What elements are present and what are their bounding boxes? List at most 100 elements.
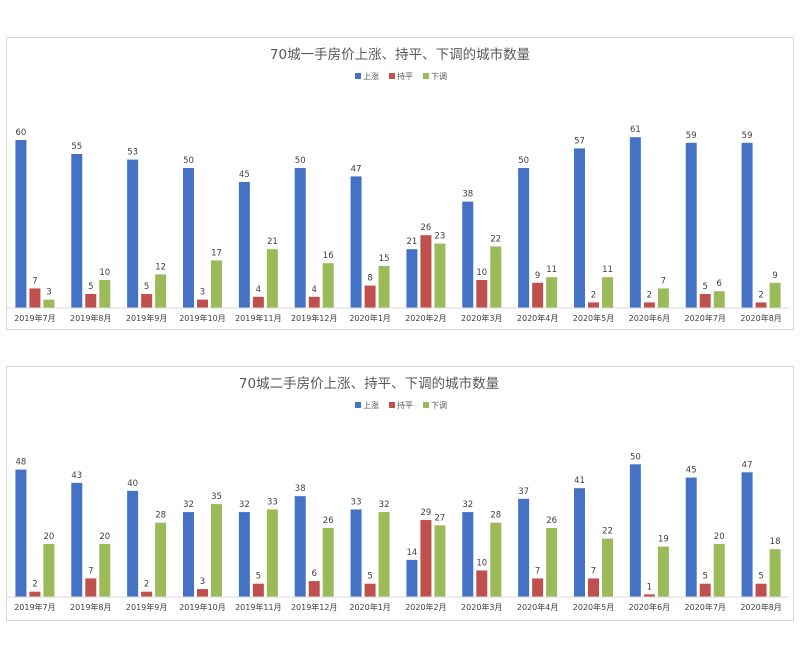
data-label: 29: [421, 508, 432, 518]
bar: [629, 464, 641, 597]
legend-item-1: 持平: [389, 400, 413, 410]
data-label: 32: [462, 500, 473, 510]
bar: [183, 168, 194, 308]
legend-label: 上涨: [363, 71, 379, 81]
data-label: 2: [758, 290, 763, 300]
data-label: 3: [200, 288, 205, 298]
bar: [127, 490, 139, 597]
legend-label: 持平: [397, 71, 413, 81]
data-label: 28: [490, 511, 501, 521]
x-tick-label: 2020年1月: [349, 313, 390, 323]
data-label: 11: [546, 265, 557, 275]
data-label: 16: [323, 251, 334, 261]
x-tick-label: 2019年8月: [70, 313, 111, 323]
x-tick-label: 2019年11月: [235, 313, 282, 323]
data-label: 22: [602, 527, 613, 537]
chart-title: 70城二手房价上涨、持平、下调的城市数量: [239, 375, 499, 392]
bar: [518, 168, 530, 308]
bar: [322, 263, 334, 308]
data-label: 11: [602, 265, 613, 275]
data-label: 22: [490, 234, 501, 244]
data-label: 17: [211, 248, 222, 258]
bar: [43, 543, 55, 597]
data-label: 37: [518, 487, 529, 497]
data-label: 50: [630, 452, 641, 462]
bar: [29, 591, 41, 597]
data-label: 38: [462, 190, 473, 200]
x-tick-label: 2019年7月: [14, 313, 55, 323]
bar: [29, 288, 41, 308]
data-label: 26: [421, 223, 432, 233]
bar: [546, 528, 558, 597]
chart-panel-bottom: 70城二手房价上涨、持平、下调的城市数量 上涨 持平 下调 48 2 20 2019年7月 43…: [6, 366, 794, 621]
x-tick-label: 2020年1月: [349, 602, 390, 612]
bar: [713, 543, 725, 597]
data-label: 5: [703, 572, 708, 582]
data-label: 45: [239, 170, 250, 180]
bar: [350, 509, 362, 597]
data-label: 50: [183, 156, 194, 166]
bar: [713, 291, 725, 308]
bar: [685, 477, 697, 597]
data-label: 47: [351, 164, 362, 174]
data-label: 21: [267, 237, 278, 247]
legend-label: 下调: [431, 401, 447, 410]
x-tick-label: 2020年4月: [517, 313, 558, 323]
data-label: 57: [574, 136, 585, 146]
bar: [127, 159, 139, 308]
bar: [420, 520, 432, 597]
bar: [252, 583, 264, 597]
data-label: 7: [591, 566, 596, 576]
data-label: 60: [16, 128, 27, 138]
data-label: 18: [770, 537, 781, 547]
data-label: 2: [591, 290, 596, 300]
bar: [755, 583, 767, 597]
bar: [252, 296, 264, 308]
bar: [741, 472, 753, 597]
data-label: 20: [99, 532, 110, 542]
data-label: 55: [71, 142, 82, 152]
bar: [238, 512, 250, 597]
bar: [434, 525, 446, 597]
bar: [155, 522, 167, 597]
bar: [364, 583, 376, 597]
bar: [588, 578, 599, 597]
data-label: 2: [144, 580, 149, 590]
x-tick-label: 2020年3月: [461, 313, 502, 323]
bar: [197, 589, 208, 597]
bar: [266, 249, 278, 308]
data-label: 32: [183, 500, 194, 510]
data-label: 27: [435, 513, 446, 523]
legend-label: 持平: [397, 400, 413, 410]
chart-panel-top: 70城一手房价上涨、持平、下调的城市数量 上涨 持平 下调 60 7 3 2019年7月 55 5…: [6, 37, 794, 330]
bar: [71, 154, 83, 308]
bar: [532, 578, 544, 597]
bar: [434, 243, 446, 308]
legend-item-2: 下调: [423, 401, 447, 410]
chart-title: 70城一手房价上涨、持平、下调的城市数量: [270, 46, 530, 63]
data-label: 38: [295, 484, 306, 494]
bar: [588, 302, 599, 308]
x-tick-label: 2020年7月: [684, 602, 725, 612]
data-label: 35: [211, 492, 222, 502]
bar: [490, 522, 502, 597]
bar: [85, 578, 97, 597]
data-label: 14: [407, 548, 418, 558]
bar: [462, 201, 474, 308]
data-label: 6: [312, 569, 317, 579]
bar: [364, 285, 376, 308]
x-tick-label: 2020年5月: [573, 602, 614, 612]
bar: [643, 302, 655, 308]
bar: [462, 512, 474, 597]
x-tick-label: 2019年8月: [70, 602, 111, 612]
legend-swatch: [423, 73, 429, 79]
data-label: 59: [686, 131, 697, 141]
x-tick-label: 2019年10月: [179, 313, 226, 323]
legend-item-2: 下调: [423, 72, 447, 81]
bar: [211, 504, 222, 597]
data-label: 23: [435, 232, 446, 242]
data-label: 26: [546, 516, 557, 526]
bar: [141, 294, 153, 308]
legend-swatch: [423, 402, 429, 408]
bar: [211, 260, 222, 308]
